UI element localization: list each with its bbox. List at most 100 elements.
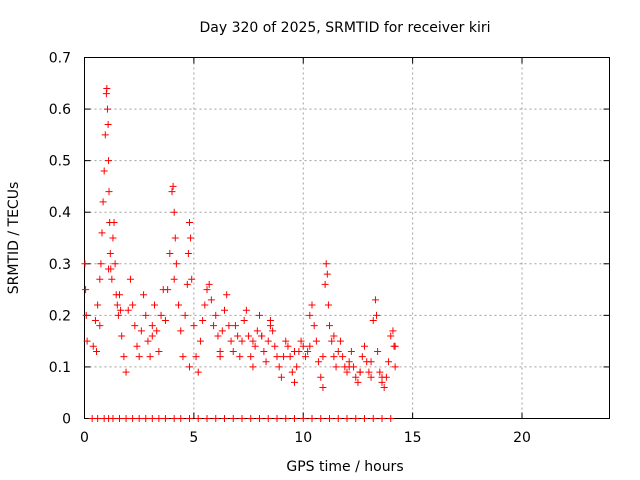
x-tick-label: 0	[80, 430, 89, 446]
data-point	[104, 121, 112, 129]
data-point	[116, 291, 123, 299]
data-point	[186, 219, 193, 227]
data-point	[89, 342, 97, 350]
data-point	[306, 342, 314, 350]
data-point	[260, 347, 268, 355]
data-point	[91, 317, 99, 325]
data-point	[170, 415, 178, 422]
data-point	[157, 311, 165, 319]
data-point	[273, 353, 281, 361]
data-point	[253, 327, 261, 335]
data-point	[124, 306, 132, 314]
data-point	[190, 322, 198, 330]
data-point	[140, 291, 148, 299]
data-point	[96, 275, 104, 283]
data-point	[297, 337, 305, 345]
data-point	[117, 306, 125, 314]
axis-ticks: 0 5 10 15 20 0 0.1 0.2 0.3 0.4 0.5 0.6 0.7	[49, 51, 610, 446]
data-point	[332, 363, 340, 371]
data-point	[371, 296, 379, 304]
x-tick-label: 10	[294, 430, 312, 446]
data-point	[212, 311, 220, 319]
data-point	[330, 332, 338, 340]
data-point	[199, 317, 207, 325]
data-point	[201, 301, 209, 309]
data-point	[122, 368, 130, 376]
data-point	[122, 415, 130, 422]
data-point	[339, 353, 347, 361]
data-point	[177, 415, 185, 422]
data-point	[242, 306, 250, 314]
y-tick-label: 0.4	[49, 205, 71, 221]
data-point	[99, 198, 107, 206]
data-point	[301, 353, 309, 361]
data-point	[247, 353, 255, 361]
data-point	[164, 286, 172, 294]
data-point	[221, 415, 228, 422]
data-point	[137, 327, 145, 335]
data-point	[223, 291, 231, 299]
data-point	[291, 347, 298, 355]
data-point	[196, 337, 204, 345]
data-point	[218, 327, 226, 335]
data-point	[83, 337, 91, 345]
data-point	[133, 342, 141, 350]
data-point	[245, 332, 253, 340]
data-point	[361, 342, 368, 350]
data-point	[324, 301, 332, 309]
data-point	[347, 347, 355, 355]
data-point	[205, 280, 213, 288]
x-tick-label: 5	[189, 430, 198, 446]
data-point	[109, 234, 117, 242]
data-point	[192, 353, 200, 361]
y-tick-label: 0.1	[49, 360, 71, 376]
data-point	[336, 337, 344, 345]
data-point	[319, 353, 327, 361]
data-point	[264, 415, 272, 422]
data-point	[181, 311, 189, 319]
y-tick-label: 0.3	[49, 257, 71, 273]
data-point	[97, 260, 105, 268]
data-point	[328, 337, 336, 345]
data-point	[312, 337, 320, 345]
data-point	[367, 373, 375, 381]
data-point	[171, 234, 179, 242]
data-point	[238, 415, 246, 422]
data-point	[194, 368, 202, 376]
data-point	[240, 317, 248, 325]
data-point	[387, 332, 395, 340]
data-point	[93, 347, 101, 355]
data-point	[146, 353, 154, 361]
data-point	[326, 322, 333, 330]
data-point	[109, 415, 117, 422]
data-point	[210, 322, 218, 330]
data-point	[376, 368, 384, 376]
chart-title: Day 320 of 2025, SRMTID for receiver kir…	[199, 20, 490, 36]
data-point	[288, 368, 296, 376]
data-point	[148, 332, 156, 340]
data-point	[225, 322, 233, 330]
data-point	[306, 311, 314, 319]
data-point	[365, 368, 373, 376]
data-points	[81, 84, 399, 422]
data-point	[214, 332, 222, 340]
data-point	[282, 415, 290, 422]
data-point	[110, 219, 118, 227]
data-point	[343, 368, 351, 376]
data-point	[175, 301, 183, 309]
data-point	[105, 157, 113, 165]
data-point	[82, 286, 90, 294]
data-point	[188, 275, 196, 283]
data-point	[262, 358, 270, 366]
data-point	[170, 275, 178, 283]
data-point	[135, 353, 143, 361]
data-point	[266, 322, 274, 330]
data-point	[282, 337, 290, 345]
data-point	[277, 373, 285, 381]
data-point	[212, 415, 220, 422]
data-point	[118, 332, 126, 340]
data-point	[358, 353, 366, 361]
data-point	[135, 415, 143, 422]
data-point	[317, 415, 325, 422]
